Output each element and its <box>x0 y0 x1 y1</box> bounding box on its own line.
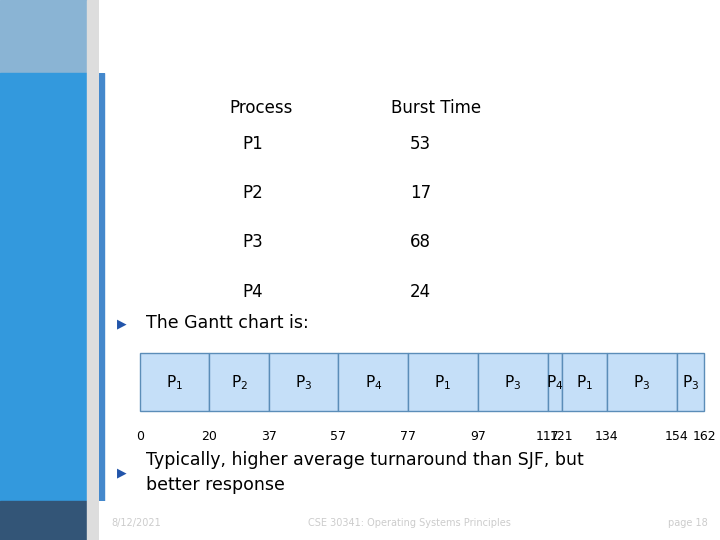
Bar <box>478 353 548 411</box>
Text: P$_{3}$: P$_{3}$ <box>633 373 650 392</box>
Text: P$_{1}$: P$_{1}$ <box>166 373 183 392</box>
Text: 77: 77 <box>400 430 416 443</box>
Text: Burst Time: Burst Time <box>391 99 481 117</box>
Bar <box>0 501 99 540</box>
Text: The Gantt chart is:: The Gantt chart is: <box>146 314 309 333</box>
Text: P2: P2 <box>242 184 263 202</box>
Text: 24: 24 <box>410 283 431 301</box>
Text: ▶: ▶ <box>117 466 127 479</box>
Bar <box>87 0 99 540</box>
Text: 134: 134 <box>595 430 618 443</box>
Text: 162: 162 <box>693 430 716 443</box>
Bar <box>607 353 677 411</box>
Text: 97: 97 <box>470 430 486 443</box>
Text: P$_{1}$: P$_{1}$ <box>576 373 593 392</box>
Bar <box>210 353 269 411</box>
Text: 121: 121 <box>550 430 573 443</box>
Text: P4: P4 <box>242 283 263 301</box>
Text: P$_{3}$: P$_{3}$ <box>682 373 699 392</box>
Bar <box>269 353 338 411</box>
Text: Process: Process <box>230 99 293 117</box>
Text: 20: 20 <box>202 430 217 443</box>
Bar <box>0 0 99 73</box>
Bar <box>408 353 478 411</box>
Bar <box>140 353 210 411</box>
Text: P$_{1}$: P$_{1}$ <box>434 373 451 392</box>
Text: 117: 117 <box>536 430 559 443</box>
Text: 53: 53 <box>410 135 431 153</box>
Text: P1: P1 <box>242 135 263 153</box>
Text: page 18: page 18 <box>668 517 708 528</box>
Text: Example of RR with Time Quantum = 20: Example of RR with Time Quantum = 20 <box>115 28 598 48</box>
Text: P$_{3}$: P$_{3}$ <box>504 373 521 392</box>
Bar <box>0 73 99 501</box>
Text: P$_{4}$: P$_{4}$ <box>546 373 563 392</box>
Text: 68: 68 <box>410 233 431 252</box>
Text: 17: 17 <box>410 184 431 202</box>
Text: 0: 0 <box>135 430 144 443</box>
Text: 37: 37 <box>261 430 276 443</box>
Text: CSE 30341: Operating Systems Principles: CSE 30341: Operating Systems Principles <box>308 517 511 528</box>
Bar <box>338 353 408 411</box>
Bar <box>99 73 104 501</box>
Text: 57: 57 <box>330 430 346 443</box>
Bar <box>562 353 607 411</box>
Text: 8/12/2021: 8/12/2021 <box>112 517 161 528</box>
Text: P$_{4}$: P$_{4}$ <box>364 373 382 392</box>
Text: better response: better response <box>146 476 285 494</box>
Bar <box>548 353 562 411</box>
Text: P$_{3}$: P$_{3}$ <box>295 373 312 392</box>
Bar <box>677 353 704 411</box>
Text: 154: 154 <box>665 430 688 443</box>
Text: ▶: ▶ <box>117 317 127 330</box>
Text: Typically, higher average turnaround than SJF, but: Typically, higher average turnaround tha… <box>146 451 584 469</box>
Text: P3: P3 <box>242 233 263 252</box>
Text: P$_{2}$: P$_{2}$ <box>230 373 248 392</box>
